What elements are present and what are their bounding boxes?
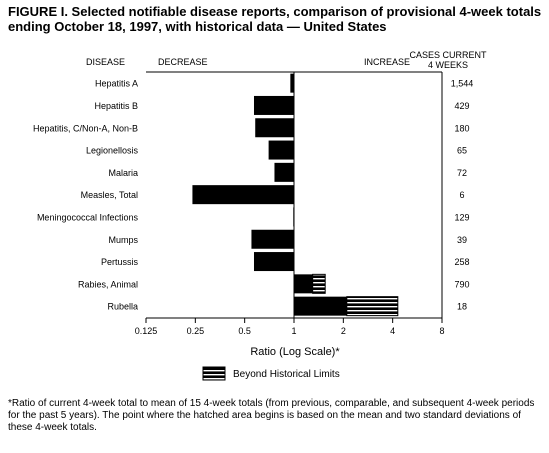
x-tick-label: 0.25	[187, 326, 205, 336]
cases-value: 790	[454, 279, 469, 289]
category-label: Rubella	[107, 302, 138, 312]
bar	[253, 95, 294, 115]
footnote: *Ratio of current 4-week total to mean o…	[8, 398, 535, 433]
bar-beyond-limits	[346, 296, 399, 317]
bar	[253, 252, 294, 272]
category-label: Pertussis	[101, 257, 139, 267]
bar	[294, 274, 313, 294]
cases-value: 180	[454, 123, 469, 133]
increase-header: INCREASE	[364, 57, 410, 67]
cases-value: 258	[454, 257, 469, 267]
category-label: Hepatitis, C/Non-A, Non-B	[33, 123, 138, 133]
cases-value: 65	[457, 146, 467, 156]
category-label: Legionellosis	[86, 146, 139, 156]
legend-label: Beyond Historical Limits	[233, 369, 340, 380]
bar	[251, 229, 294, 249]
x-tick-label: 4	[390, 326, 395, 336]
category-label: Rabies, Animal	[78, 279, 138, 289]
cases-header: CASES CURRENT 4 WEEKS	[409, 50, 487, 70]
x-tick-label: 0.5	[238, 326, 251, 336]
x-axis-label: Ratio (Log Scale)*	[250, 346, 340, 358]
bar-beyond-limits	[312, 273, 326, 294]
x-tick-label: 0.125	[135, 326, 158, 336]
cases-value: 6	[459, 190, 464, 200]
bar	[290, 73, 294, 93]
cases-value: 429	[454, 101, 469, 111]
x-tick-label: 8	[439, 326, 444, 336]
category-label: Hepatitis A	[95, 79, 138, 89]
cases-value: 72	[457, 168, 467, 178]
category-label: Measles, Total	[81, 190, 138, 200]
x-tick-label: 1	[291, 326, 296, 336]
chart-title: FIGURE I. Selected notifiable disease re…	[8, 4, 542, 34]
x-tick-label: 2	[341, 326, 346, 336]
category-label: Hepatitis B	[94, 101, 138, 111]
bar	[192, 185, 294, 205]
category-label: Meningococcal Infections	[37, 212, 139, 222]
bar	[268, 140, 294, 160]
category-label: Malaria	[108, 168, 138, 178]
decrease-header: DECREASE	[158, 57, 208, 67]
disease-header: DISEASE	[86, 57, 125, 67]
cases-value: 39	[457, 235, 467, 245]
cases-value: 18	[457, 302, 467, 312]
category-label: Mumps	[108, 235, 138, 245]
legend-swatch	[202, 366, 226, 381]
bar	[294, 296, 347, 316]
cases-value: 129	[454, 212, 469, 222]
cases-value: 1,544	[451, 79, 474, 89]
bar	[255, 118, 294, 138]
bar	[274, 162, 294, 182]
